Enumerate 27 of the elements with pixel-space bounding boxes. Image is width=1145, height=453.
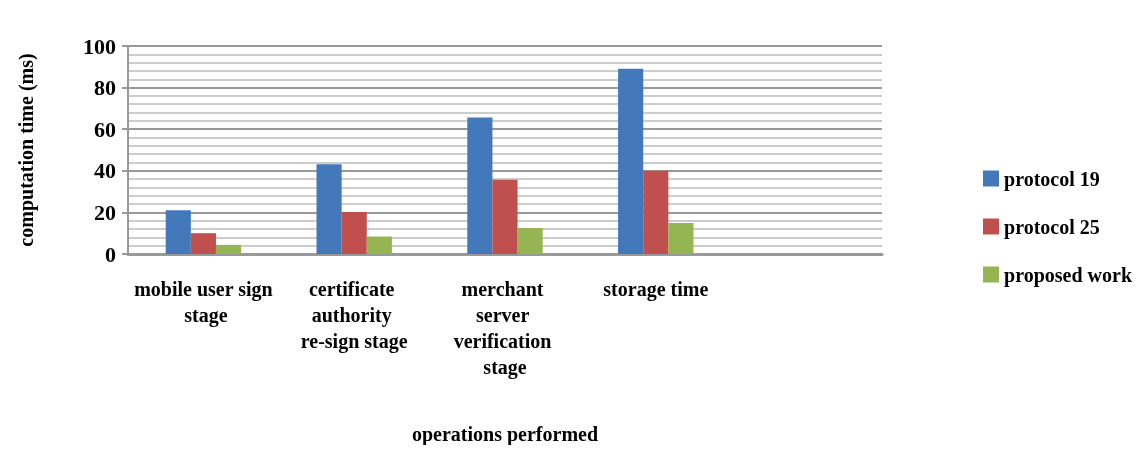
bar	[517, 228, 543, 254]
bar	[467, 117, 493, 254]
y-tick-label: 80	[94, 75, 116, 101]
bar	[190, 233, 216, 254]
legend-label: proposed work	[1004, 263, 1133, 287]
x-axis-title: operations performed	[411, 423, 599, 446]
bar	[618, 68, 644, 254]
bar	[643, 170, 669, 254]
legend-label: protocol 19	[1004, 167, 1100, 191]
y-axis-title: computation time (ms)	[15, 53, 38, 247]
bar	[316, 164, 342, 254]
y-tick-label: 60	[94, 116, 116, 142]
bar	[341, 211, 367, 254]
x-tick-label: certificate authority re-sign stage	[300, 278, 408, 353]
y-tick-label: 0	[105, 241, 116, 267]
bar	[668, 223, 694, 254]
bar	[215, 244, 242, 254]
x-tick-label: mobile user sign stage	[134, 278, 273, 327]
y-tick-label: 40	[94, 158, 116, 184]
bar	[366, 236, 392, 254]
x-tick-label: storage time	[603, 278, 709, 301]
bar	[492, 179, 518, 254]
bar	[165, 210, 191, 254]
y-tick-label: 20	[94, 199, 116, 225]
legend-label: protocol 25	[1004, 215, 1100, 239]
x-tick-label: merchant server verification stage	[453, 278, 557, 379]
y-tick-label: 100	[83, 33, 116, 59]
